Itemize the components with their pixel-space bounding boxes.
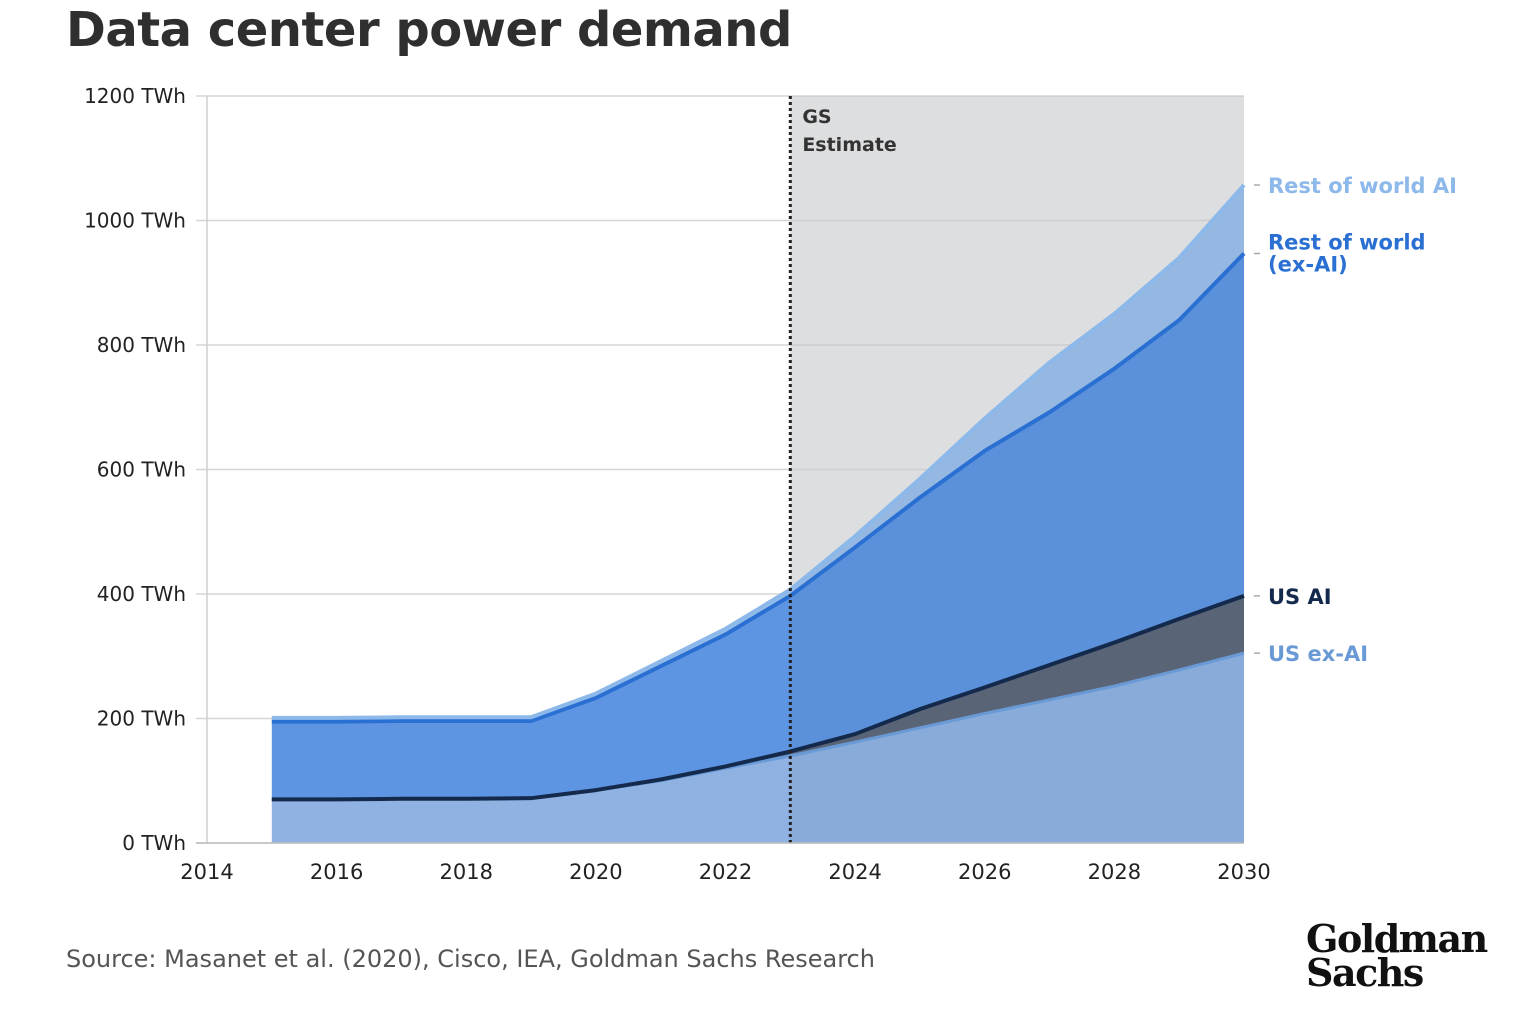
- area-us-ai: [271, 595, 1244, 800]
- y-tick-label: 1000 TWh: [84, 209, 186, 233]
- logo-line-1: Goldman: [1306, 916, 1488, 961]
- area-rest-of-world-ex-ai: [271, 253, 1244, 800]
- y-tick-label: 1200 TWh: [84, 84, 186, 108]
- series-label: Rest of world: [1268, 230, 1426, 254]
- x-tick-label: 2014: [180, 860, 233, 884]
- source-note: Source: Masanet et al. (2020), Cisco, IE…: [66, 945, 875, 973]
- series-label: US AI: [1268, 585, 1332, 609]
- y-tick-label: 200 TWh: [97, 707, 186, 731]
- x-tick-label: 2024: [828, 860, 881, 884]
- x-tick-label: 2020: [569, 860, 622, 884]
- logo-line-2: Sachs: [1306, 950, 1424, 995]
- estimate-label: Estimate: [802, 134, 896, 156]
- goldman-sachs-logo: Goldman Sachs: [1306, 916, 1488, 995]
- estimate-label: GS: [802, 106, 831, 128]
- x-tick-label: 2026: [958, 860, 1011, 884]
- y-tick-label: 800 TWh: [97, 333, 186, 357]
- x-tick-label: 2030: [1217, 860, 1270, 884]
- x-tick-label: 2018: [440, 860, 493, 884]
- series-label: (ex-AI): [1268, 252, 1348, 276]
- line-rest-of-world-ai: [271, 183, 1246, 720]
- y-tick-label: 600 TWh: [97, 458, 186, 482]
- x-tick-label: 2022: [699, 860, 752, 884]
- area-us-ex-ai: [271, 653, 1244, 843]
- y-tick-label: 0 TWh: [122, 831, 186, 855]
- y-tick-label: 400 TWh: [97, 582, 186, 606]
- chart-title: Data center power demand: [66, 2, 792, 58]
- series-label: US ex-AI: [1268, 642, 1368, 666]
- x-tick-label: 2016: [310, 860, 363, 884]
- estimate-overlay: [790, 96, 1244, 843]
- line-us-ai: [271, 593, 1245, 802]
- series-label: Rest of world AI: [1268, 174, 1457, 198]
- x-tick-label: 2028: [1088, 860, 1141, 884]
- line-rest-of-world-ex-ai: [271, 252, 1246, 724]
